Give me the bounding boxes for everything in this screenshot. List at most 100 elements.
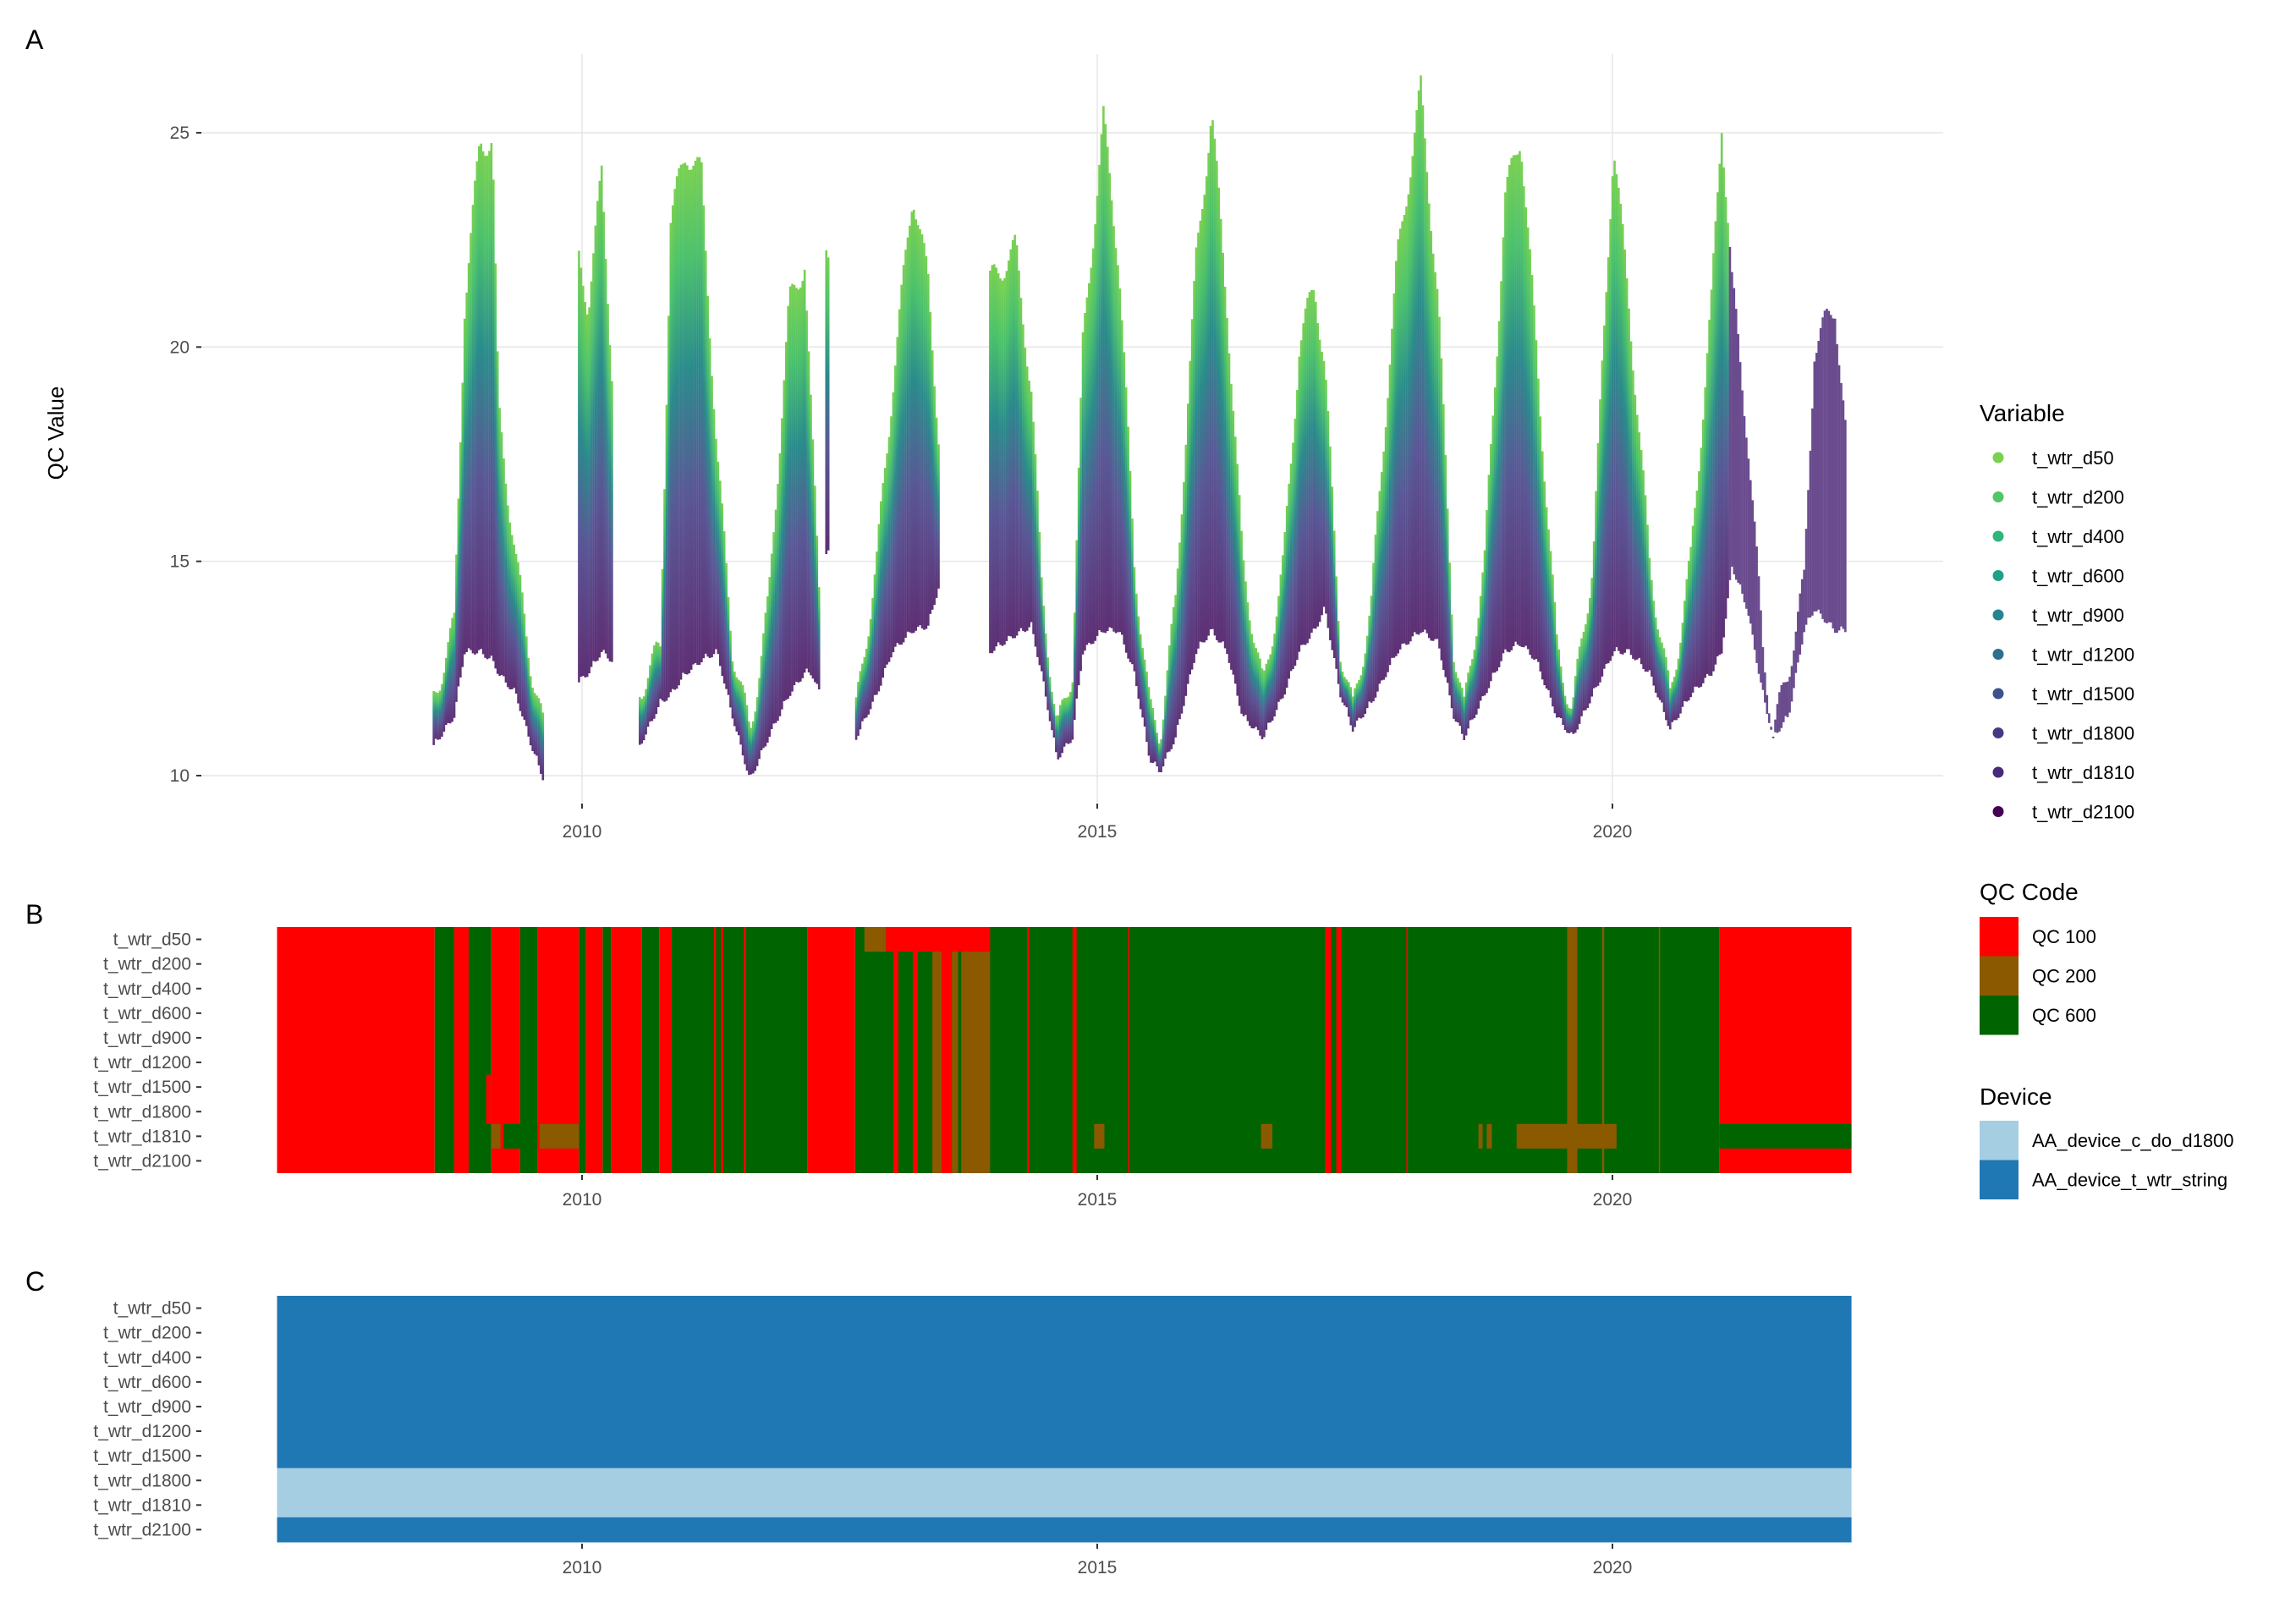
row-label: t_wtr_d200 — [103, 955, 191, 974]
data-bar — [715, 438, 717, 650]
data-bar — [869, 619, 872, 710]
data-bar — [772, 532, 775, 724]
data-bar — [1618, 187, 1620, 651]
data-bar — [1648, 557, 1651, 671]
data-bar — [507, 505, 509, 688]
data-bar — [1376, 511, 1379, 692]
data-bar — [1741, 390, 1744, 594]
row-label: t_wtr_d1500 — [93, 1078, 191, 1097]
data-bar — [1640, 449, 1643, 665]
data-bar — [1844, 420, 1847, 633]
data-bar — [1025, 366, 1029, 631]
data-bar — [1011, 239, 1014, 639]
data-bar — [1378, 491, 1381, 684]
data-bar — [1716, 192, 1719, 656]
qc-cell — [1658, 927, 1661, 1173]
data-bar — [611, 381, 613, 662]
data-bar — [992, 264, 996, 651]
data-bar — [1388, 364, 1392, 666]
data-bar — [1091, 248, 1095, 645]
data-bar — [1005, 271, 1008, 641]
data-bar — [463, 318, 466, 655]
legend-title-qc-code: QC Code — [1980, 879, 2079, 905]
data-bar — [533, 693, 536, 754]
data-bar — [1701, 419, 1705, 683]
data-bar — [933, 386, 936, 606]
data-bar — [640, 699, 644, 744]
data-bar — [1644, 495, 1647, 672]
data-bar — [788, 286, 792, 696]
data-bar — [1331, 486, 1334, 650]
row-label: t_wtr_d50 — [113, 930, 191, 950]
data-bar — [475, 161, 479, 654]
data-bar — [1009, 249, 1013, 637]
legend-label: AA_device_t_wtr_string — [2032, 1170, 2227, 1191]
data-bar — [745, 705, 749, 771]
data-bar — [1124, 387, 1128, 653]
data-bar — [737, 679, 740, 736]
row-label: t_wtr_d600 — [103, 1004, 191, 1023]
data-bar — [594, 225, 597, 662]
data-bar — [1588, 597, 1591, 704]
data-bar — [1821, 317, 1824, 619]
data-bar — [1842, 400, 1845, 629]
panel-b: B t_wtr_d50 t_wtr_d200 t_wtr_d400 t_wtr_d60… — [25, 899, 1852, 1210]
data-bar — [999, 278, 1002, 645]
data-bar — [1491, 415, 1495, 673]
data-bar — [1052, 704, 1056, 738]
data-bar — [1453, 661, 1455, 719]
data-bar — [1108, 173, 1111, 628]
data-bar — [722, 531, 726, 684]
data-bar — [671, 205, 674, 689]
device-cell — [277, 1394, 1852, 1419]
data-bar — [1695, 490, 1699, 687]
data-bar — [1359, 675, 1363, 719]
data-bar — [1322, 360, 1326, 607]
data-bar — [1180, 514, 1184, 714]
data-bar — [1475, 636, 1478, 715]
data-bar — [1497, 321, 1501, 667]
data-bar — [1496, 356, 1498, 672]
data-bar — [927, 274, 930, 626]
y-tick-label: 25 — [170, 123, 190, 143]
row-label: t_wtr_d200 — [103, 1324, 191, 1343]
data-bar — [1233, 436, 1237, 684]
data-bar — [437, 693, 439, 740]
data-bar — [854, 697, 858, 740]
data-bar — [448, 628, 452, 724]
data-bar — [887, 436, 891, 662]
data-bar — [1524, 207, 1528, 646]
data-bar — [770, 553, 773, 729]
data-bar — [1519, 151, 1521, 646]
data-bar — [1603, 325, 1606, 669]
data-bar — [498, 408, 501, 677]
data-bar — [904, 250, 907, 638]
data-bar — [1127, 426, 1129, 659]
data-bar — [814, 486, 816, 683]
data-bar — [1543, 481, 1546, 686]
data-bar — [900, 284, 903, 645]
data-bar — [1586, 613, 1590, 708]
data-bar — [602, 211, 605, 650]
qc-cell — [744, 927, 746, 1173]
data-bar — [1349, 687, 1353, 726]
data-bar — [1325, 379, 1327, 614]
data-bar — [1613, 160, 1616, 651]
data-bar — [661, 568, 664, 701]
data-bar — [1226, 317, 1228, 655]
data-bar — [578, 250, 580, 683]
data-bar — [1502, 237, 1505, 654]
data-bar — [447, 642, 450, 723]
data-bar — [1585, 624, 1587, 710]
data-bar — [1279, 574, 1283, 700]
data-bar — [1249, 620, 1251, 727]
data-bar — [1685, 579, 1689, 702]
data-bar — [1619, 203, 1623, 655]
data-bar — [915, 219, 918, 631]
data-bar — [579, 267, 583, 678]
data-bar — [1490, 443, 1492, 682]
data-bar — [1288, 483, 1290, 679]
qc-cell — [671, 927, 808, 1173]
data-bar — [1582, 631, 1585, 711]
